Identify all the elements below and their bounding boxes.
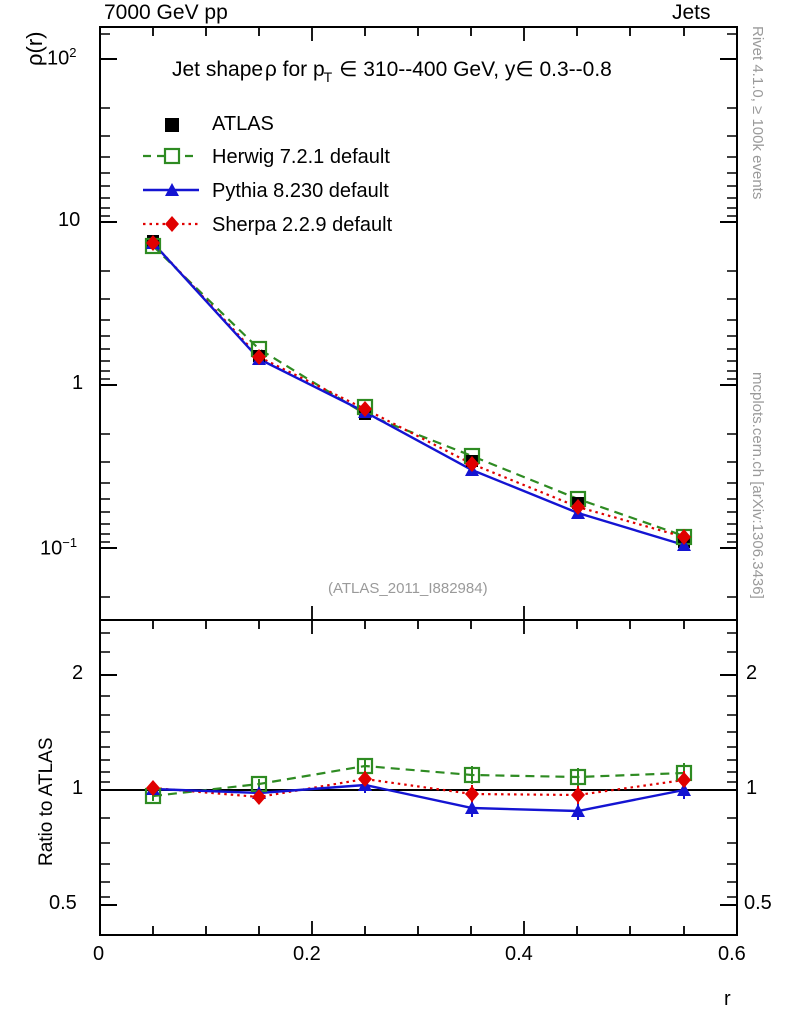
xtick-0: 0: [93, 943, 105, 965]
legend-marker-pythia: [143, 183, 199, 196]
series-sherpa-ratio: [152, 777, 685, 799]
series-pythia-main: [152, 242, 685, 547]
title-subscript-T: T: [323, 69, 333, 85]
title-part-a: Jet shape: [172, 58, 264, 81]
x-axis-label: r: [724, 988, 731, 1010]
ratio-x-ticks: [99, 620, 738, 935]
title-part-c: ∈ 310--400 GeV, y∈ 0.3--0.8: [339, 58, 612, 81]
main-ytick-1: 1: [72, 372, 84, 394]
series-atlas-main: [147, 235, 690, 548]
main-x-ticks: [99, 27, 738, 620]
analysis-id-watermark: (ATLAS_2011_I882984): [328, 580, 488, 597]
title-part-b: for p: [282, 58, 325, 81]
series-pythia-ratio: [152, 783, 685, 813]
legend-label-atlas: ATLAS: [212, 113, 274, 135]
legend-marker-atlas: [165, 118, 179, 132]
main-ytick-10: 10: [58, 209, 81, 231]
xtick-0p4: 0.4: [505, 943, 533, 965]
pythia-markers-main: [146, 236, 691, 551]
header-right-category: Jets: [672, 1, 711, 24]
main-plot-title: Jet shape ρ for pT ∈ 310--400 GeV, y∈ 0.…: [172, 57, 612, 85]
xtick-0p2: 0.2: [293, 943, 321, 965]
ratio-y-minor-ticks: [100, 632, 737, 898]
pythia-line: [152, 242, 685, 547]
main-ytick-0p1: 10−1: [40, 535, 78, 560]
header-left-beam: 7000 GeV pp: [104, 1, 228, 24]
series-herwig-main: [152, 245, 685, 538]
main-ytick-100: 102: [47, 45, 77, 70]
xtick-0p6: 0.6: [718, 943, 746, 965]
ratio-ytick-0p5-left: 0.5: [49, 892, 77, 914]
legend-label-herwig: Herwig 7.2.1 default: [212, 146, 390, 168]
main-y-minor-ticks: [100, 33, 737, 598]
ratio-ytick-1-left: 1: [72, 777, 84, 799]
legend-glyphs: [143, 118, 199, 232]
ratio-ytick-1-right: 1: [746, 777, 758, 799]
series-sherpa-main: [152, 242, 685, 539]
legend-label-pythia: Pythia 8.230 default: [212, 180, 389, 202]
title-rho-symbol: ρ: [264, 58, 277, 81]
sherpa-line: [152, 242, 685, 539]
ratio-ytick-0p5-right: 0.5: [744, 892, 772, 914]
herwig-markers-main: [144, 237, 693, 546]
sherpa-markers-main: [146, 235, 691, 545]
herwig-line: [152, 245, 685, 538]
ratio-panel-frame: [99, 619, 738, 936]
main-y-major-ticks: [100, 58, 737, 549]
ratio-y-major-ticks: [100, 674, 737, 906]
legend-marker-sherpa: [143, 216, 199, 232]
legend-label-sherpa: Sherpa 2.2.9 default: [212, 214, 393, 236]
ratio-ytick-2-left: 2: [72, 662, 84, 684]
ratio-ytick-2-right: 2: [746, 662, 758, 684]
legend-marker-herwig: [143, 147, 199, 165]
sherpa-markers-ratio: [146, 771, 691, 805]
